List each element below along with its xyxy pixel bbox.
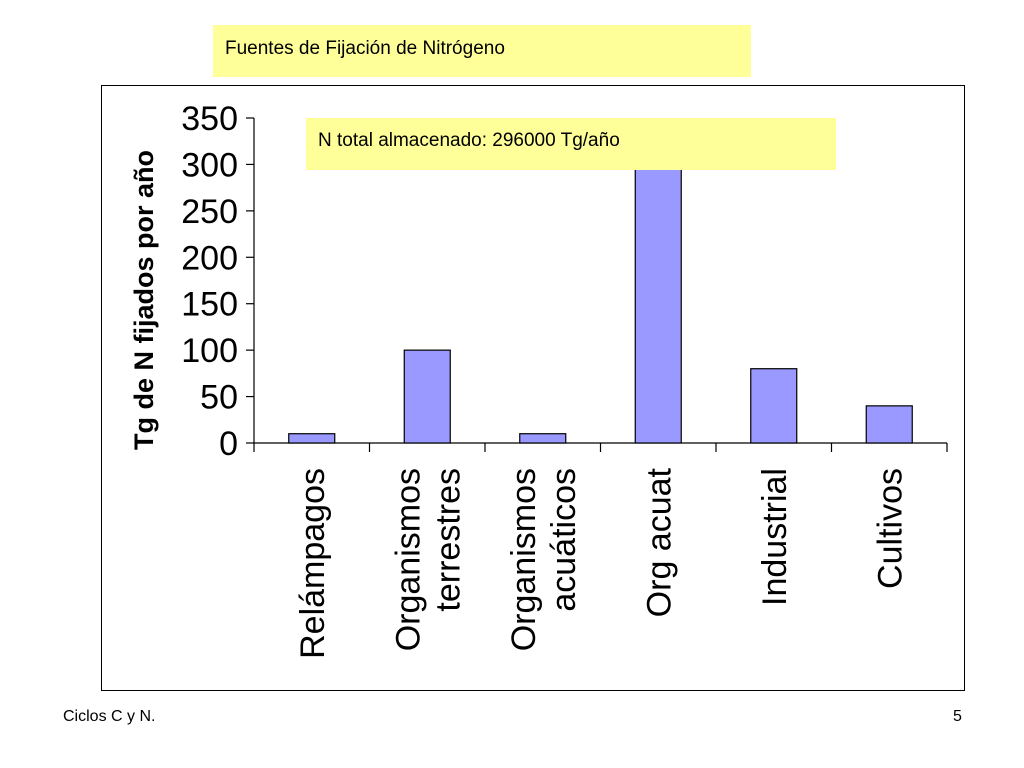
- y-tick-label: 200: [181, 239, 238, 277]
- x-category-label: Organismos: [389, 468, 427, 651]
- bar: [403, 349, 451, 444]
- y-tick-label: 50: [200, 379, 238, 417]
- bar: [865, 405, 913, 444]
- x-category-label: Industrial: [756, 468, 794, 606]
- x-category-label: Relámpagos: [294, 468, 332, 659]
- bar: [519, 433, 567, 444]
- footer-text: Ciclos C y N.: [63, 708, 156, 725]
- y-tick-label: 250: [181, 193, 238, 231]
- page-number: 5: [953, 708, 962, 725]
- y-tick-label: 300: [181, 146, 238, 184]
- y-axis-title: Tg de N fijados por año: [129, 150, 159, 450]
- x-category-label: Cultivos: [871, 468, 909, 589]
- x-category-label: terrestres: [429, 468, 467, 612]
- y-tick-label: 0: [219, 425, 238, 463]
- x-category-label: acuáticos: [545, 468, 583, 612]
- bar: [634, 163, 682, 444]
- bar: [750, 368, 798, 444]
- x-category-label: Organismos: [505, 468, 543, 651]
- bar: [288, 433, 336, 444]
- y-tick-label: 150: [181, 286, 238, 324]
- chart-frame: [101, 85, 965, 691]
- x-category-label: Org acuat: [640, 467, 678, 617]
- y-tick-label: 100: [181, 332, 238, 370]
- slide-title: Fuentes de Fijación de Nitrógeno: [213, 25, 751, 77]
- y-tick-label: 350: [181, 100, 238, 138]
- total-storage-note: N total almacenado: 296000 Tg/año: [306, 118, 836, 170]
